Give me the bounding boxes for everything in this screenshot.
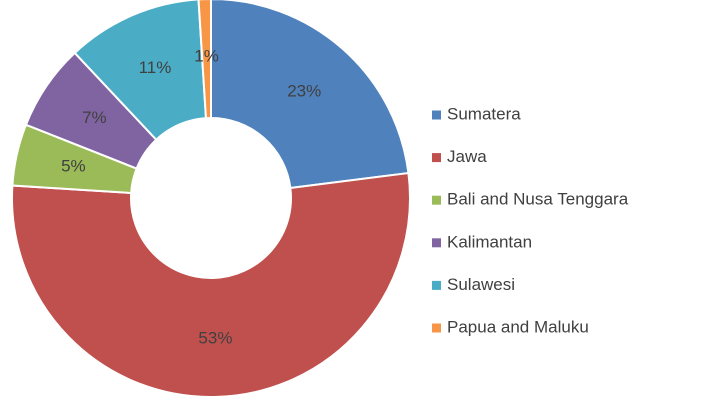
legend-swatch <box>432 153 441 163</box>
data-label: 1% <box>194 47 219 66</box>
legend-label: Kalimantan <box>447 232 532 251</box>
legend-label: Sulawesi <box>447 275 515 294</box>
donut-slice <box>73 0 208 142</box>
legend-swatch <box>432 323 441 333</box>
data-label: 7% <box>82 108 107 127</box>
legend-label: Sumatera <box>447 104 521 123</box>
legend-swatch <box>432 195 441 205</box>
legend-label: Papua and Maluku <box>447 317 589 336</box>
legend-swatch <box>432 110 441 120</box>
legend-label: Jawa <box>447 147 487 166</box>
data-label: 11% <box>139 58 172 77</box>
data-label: 5% <box>61 157 86 176</box>
donut-slice <box>210 0 410 190</box>
legend-swatch <box>432 238 441 248</box>
donut-slice <box>197 0 212 120</box>
donut-slice <box>11 171 411 398</box>
data-label: 53% <box>198 328 232 347</box>
legend-swatch <box>432 280 441 290</box>
legend-label: Bali and Nusa Tenggara <box>447 190 629 209</box>
data-label: 23% <box>287 82 321 101</box>
